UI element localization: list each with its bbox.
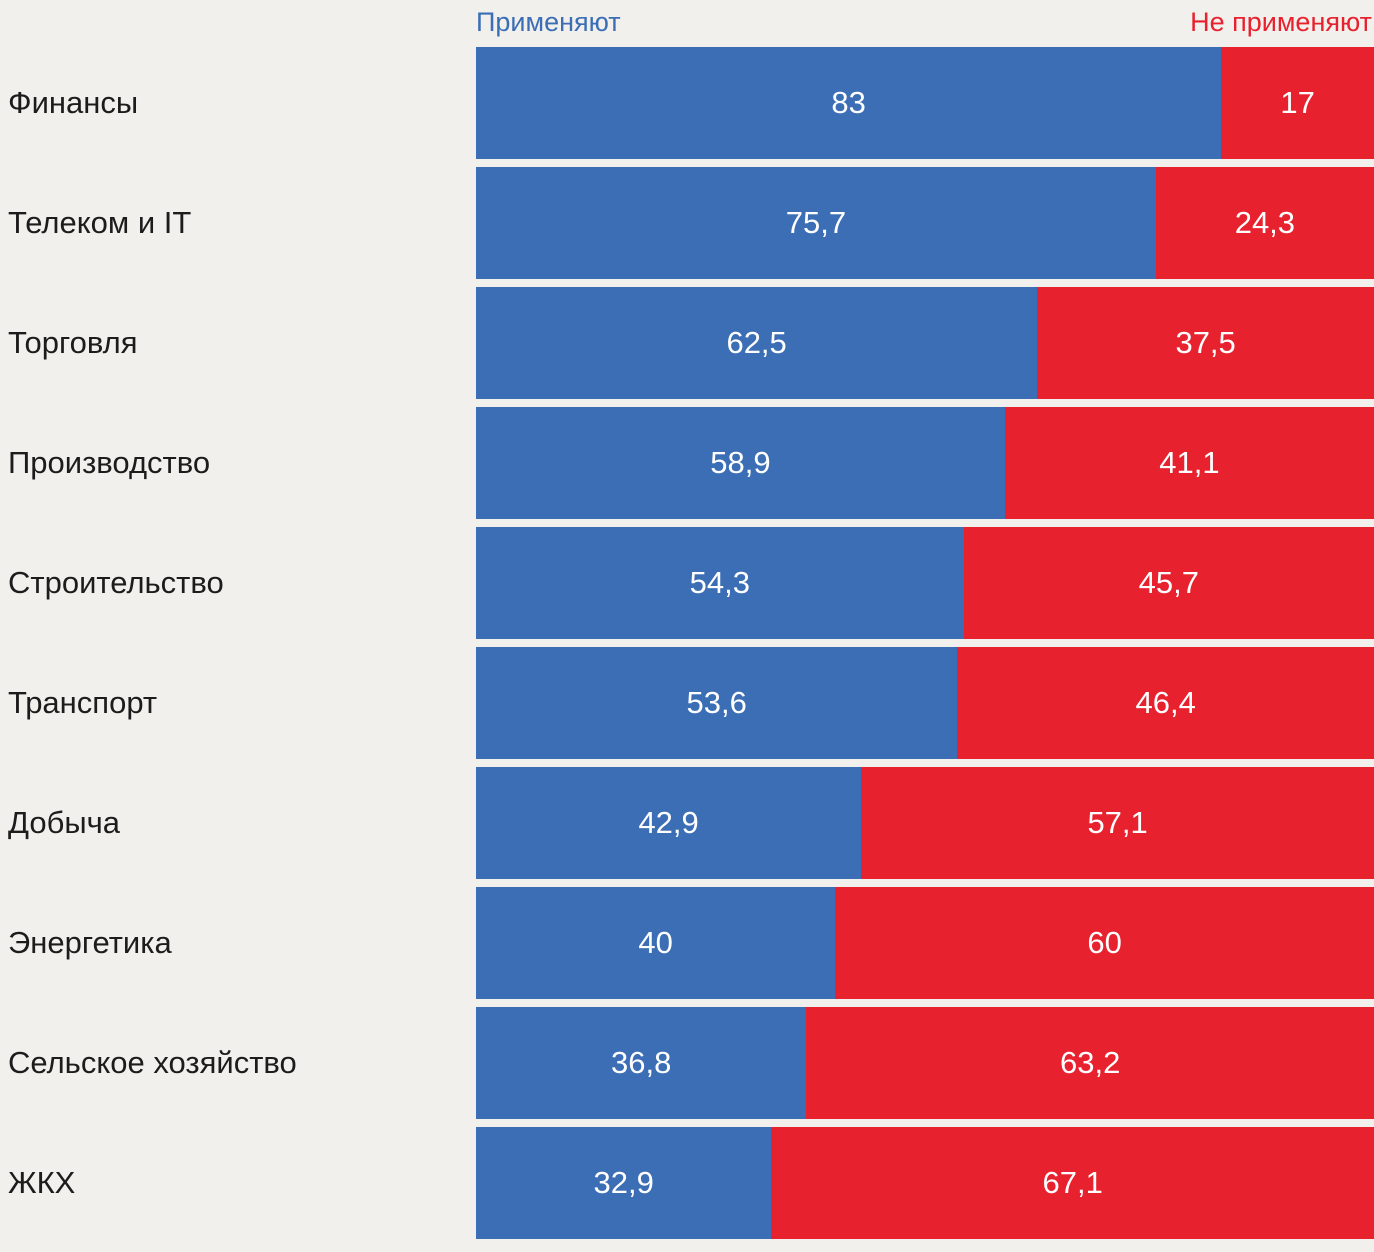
stacked-bar: 40 60 [476, 887, 1374, 999]
segment-apply: 75,7 [476, 167, 1156, 279]
segment-apply: 42,9 [476, 767, 862, 879]
value-label: 67,1 [1042, 1165, 1103, 1200]
category-label: Производство [8, 445, 211, 480]
chart-row: ЖКХ 32,9 67,1 [0, 1127, 1374, 1239]
value-label: 60 [1087, 925, 1122, 960]
stacked-bar: 54,3 45,7 [476, 527, 1374, 639]
chart-legend: Применяют Не применяют [0, 0, 1374, 47]
segment-not-apply: 57,1 [861, 767, 1374, 879]
stacked-bar: 62,5 37,5 [476, 287, 1374, 399]
segment-not-apply: 41,1 [1004, 407, 1374, 519]
value-label: 83 [831, 85, 866, 120]
chart-row: Строительство 54,3 45,7 [0, 527, 1374, 639]
stacked-bar: 32,9 67,1 [476, 1127, 1374, 1239]
category-label: Телеком и IT [8, 205, 192, 240]
value-label: 36,8 [611, 1045, 672, 1080]
value-label: 17 [1280, 85, 1315, 120]
chart-row: Телеком и IT 75,7 24,3 [0, 167, 1374, 279]
value-label: 24,3 [1234, 205, 1296, 240]
segment-apply: 83 [476, 47, 1222, 159]
stacked-bar: 83 17 [476, 47, 1374, 159]
chart-row: Торговля 62,5 37,5 [0, 287, 1374, 399]
stacked-bar: 58,9 41,1 [476, 407, 1374, 519]
category-label: Сельское хозяйство [8, 1045, 297, 1080]
value-label: 32,9 [593, 1165, 654, 1200]
value-label: 37,5 [1175, 325, 1236, 360]
value-label: 54,3 [689, 565, 750, 600]
segment-not-apply: 46,4 [957, 647, 1374, 759]
segment-apply: 40 [476, 887, 836, 999]
chart-row: Сельское хозяйство 36,8 63,2 [0, 1007, 1374, 1119]
chart-row: Энергетика 40 60 [0, 887, 1374, 999]
category-label: Транспорт [8, 685, 158, 720]
stacked-bar: 36,8 63,2 [476, 1007, 1374, 1119]
value-label: 45,7 [1138, 565, 1199, 600]
category-label: Торговля [8, 325, 138, 360]
stacked-bar: 42,9 57,1 [476, 767, 1374, 879]
value-label: 63,2 [1060, 1045, 1121, 1080]
value-label: 75,7 [785, 205, 847, 240]
segment-not-apply: 63,2 [806, 1007, 1374, 1119]
segment-apply: 36,8 [476, 1007, 807, 1119]
segment-apply: 54,3 [476, 527, 964, 639]
segment-apply: 62,5 [476, 287, 1038, 399]
segment-apply: 53,6 [476, 647, 958, 759]
value-label: 53,6 [686, 685, 747, 720]
legend-label-not-apply: Не применяют [1190, 7, 1372, 37]
chart-row: Транспорт 53,6 46,4 [0, 647, 1374, 759]
chart-rows: Финансы 83 17 Телеком и IT 75,7 24,3 Торговля 6… [0, 47, 1374, 1239]
segment-apply: 58,9 [476, 407, 1005, 519]
category-label: Финансы [8, 85, 139, 120]
category-label: Энергетика [8, 925, 172, 960]
chart-row: Производство 58,9 41,1 [0, 407, 1374, 519]
chart-row: Добыча 42,9 57,1 [0, 767, 1374, 879]
category-label: ЖКХ [8, 1165, 76, 1200]
segment-not-apply: 37,5 [1037, 287, 1374, 399]
stacked-bar: 53,6 46,4 [476, 647, 1374, 759]
segment-not-apply: 45,7 [963, 527, 1374, 639]
value-label: 41,1 [1159, 445, 1220, 480]
category-label: Добыча [8, 805, 121, 840]
value-label: 46,4 [1135, 685, 1196, 720]
value-label: 57,1 [1087, 805, 1148, 840]
value-label: 42,9 [638, 805, 699, 840]
segment-apply: 32,9 [476, 1127, 772, 1239]
stacked-bar: 75,7 24,3 [476, 167, 1374, 279]
chart-row: Финансы 83 17 [0, 47, 1374, 159]
value-label: 40 [638, 925, 673, 960]
segment-not-apply: 24,3 [1155, 167, 1374, 279]
segment-not-apply: 67,1 [771, 1127, 1374, 1239]
segment-not-apply: 17 [1221, 47, 1374, 159]
segment-not-apply: 60 [835, 887, 1374, 999]
value-label: 62,5 [726, 325, 787, 360]
value-label: 58,9 [710, 445, 771, 480]
legend-label-apply: Применяют [476, 7, 621, 37]
category-label: Строительство [8, 565, 224, 600]
